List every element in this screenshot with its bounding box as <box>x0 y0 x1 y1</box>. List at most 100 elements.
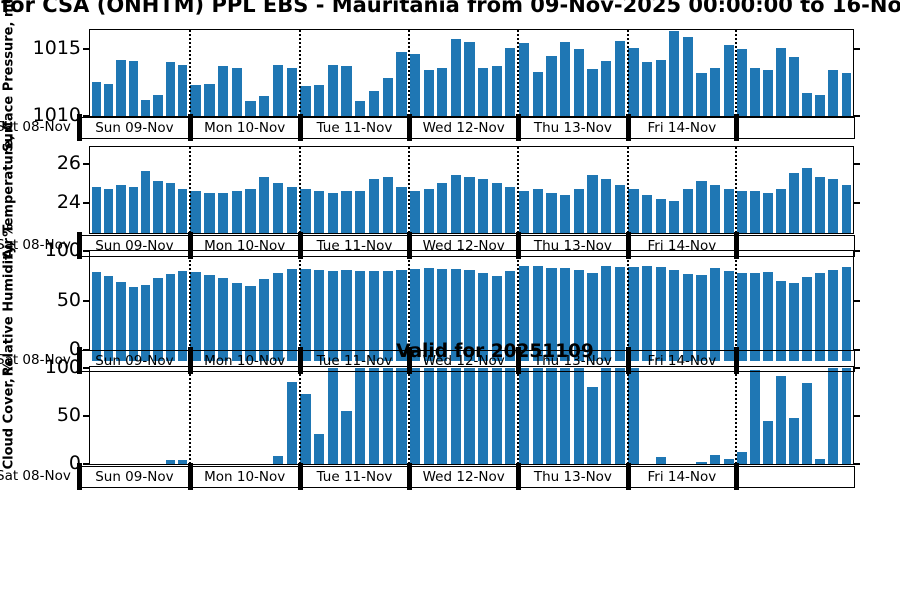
bar <box>410 368 421 464</box>
bar <box>355 368 366 464</box>
bar <box>450 39 462 116</box>
bar <box>437 67 448 116</box>
bar <box>655 198 666 233</box>
day-label-cell <box>736 467 854 487</box>
bar <box>750 272 760 361</box>
bar <box>669 200 680 233</box>
bar <box>532 71 543 116</box>
bar <box>546 55 557 116</box>
bar <box>410 268 421 361</box>
bar <box>789 173 800 233</box>
bar <box>642 62 653 116</box>
bar <box>464 42 475 116</box>
bar <box>341 411 352 464</box>
bar <box>737 451 747 464</box>
y-tick-mark <box>83 47 90 50</box>
bar <box>642 265 653 361</box>
bar <box>382 270 393 361</box>
bar <box>300 189 311 233</box>
bar <box>802 276 813 361</box>
day-boundary-tick <box>516 347 521 374</box>
bar <box>190 271 201 361</box>
bar <box>709 67 721 116</box>
bar <box>259 95 270 116</box>
day-label-cell: Thu 13-Nov <box>533 238 612 254</box>
bar <box>682 36 693 116</box>
day-boundary-tick <box>77 463 82 490</box>
day-label-cell: Thu 13-Nov <box>533 469 612 485</box>
y-tick-mark <box>83 250 90 252</box>
y-tick-label: 1010 <box>32 104 81 126</box>
bar <box>327 270 339 361</box>
bar <box>177 460 188 464</box>
x-label-row: Sun 09-Nov Mon 10-Nov Tue 11-Nov Wed 12-Nov… <box>77 463 855 490</box>
bar <box>559 368 571 464</box>
bar <box>368 90 380 116</box>
bar <box>259 278 270 361</box>
bar <box>396 51 407 116</box>
bar <box>491 368 502 464</box>
bar <box>614 40 626 116</box>
bar <box>103 189 114 233</box>
bar <box>737 48 747 116</box>
bar <box>382 177 393 233</box>
bar <box>815 177 826 233</box>
bar <box>231 191 242 233</box>
bar <box>828 368 839 464</box>
bar <box>423 70 434 116</box>
bar <box>153 277 163 361</box>
bar <box>614 266 626 361</box>
day-boundary-dotted-line <box>517 251 520 350</box>
bar <box>518 43 530 116</box>
bar <box>532 189 543 233</box>
bar <box>423 267 434 361</box>
y-tick-label: 100 <box>44 355 81 378</box>
bar <box>642 194 653 233</box>
bar <box>423 368 434 464</box>
day-boundary-tick <box>77 232 82 259</box>
bar <box>116 59 126 116</box>
y-tick-mark <box>853 463 860 465</box>
day-label-cell: Fri 14-Nov <box>647 353 717 369</box>
day-boundary-tick <box>516 232 521 259</box>
bar <box>573 368 584 464</box>
day-boundary-tick <box>187 114 193 141</box>
bar <box>128 286 138 361</box>
y-tick-mark <box>853 299 860 302</box>
day-boundary-dotted-line <box>735 147 738 233</box>
bar <box>410 191 421 233</box>
bar <box>559 267 571 361</box>
bar <box>573 189 584 233</box>
bar <box>750 369 760 464</box>
day-boundary-dotted-line <box>298 367 301 464</box>
bar <box>628 368 639 464</box>
day-label-cell: Mon 10-Nov <box>204 120 286 136</box>
y-tick-mark <box>83 299 90 302</box>
valid-for-watermark: Valid for 20251109 <box>396 341 594 362</box>
x-label-row: Sun 09-Nov Mon 10-Nov Tue 11-Nov Wed 12-Nov… <box>77 114 855 141</box>
day-boundary-dotted-line <box>298 30 301 116</box>
bar <box>190 85 201 116</box>
day-boundary-dotted-line <box>626 147 629 233</box>
bar <box>272 272 284 361</box>
bar <box>815 94 826 116</box>
bar <box>327 192 339 233</box>
bar <box>128 187 138 233</box>
bar <box>91 187 101 233</box>
bar <box>165 183 175 233</box>
bar <box>314 434 325 464</box>
bar <box>437 368 448 464</box>
y-tick-label: 26 <box>56 151 81 174</box>
bar <box>190 191 201 233</box>
bar <box>217 66 229 116</box>
bar <box>450 368 462 464</box>
day-label-cell: Sun 09-Nov <box>95 238 174 254</box>
y-tick-mark <box>83 366 90 369</box>
day-label-cell <box>736 118 854 138</box>
day-label-cell: Wed 12-Nov <box>422 238 505 254</box>
bar <box>116 185 126 233</box>
bar <box>410 54 421 116</box>
bar <box>478 179 489 233</box>
bar <box>103 275 114 362</box>
